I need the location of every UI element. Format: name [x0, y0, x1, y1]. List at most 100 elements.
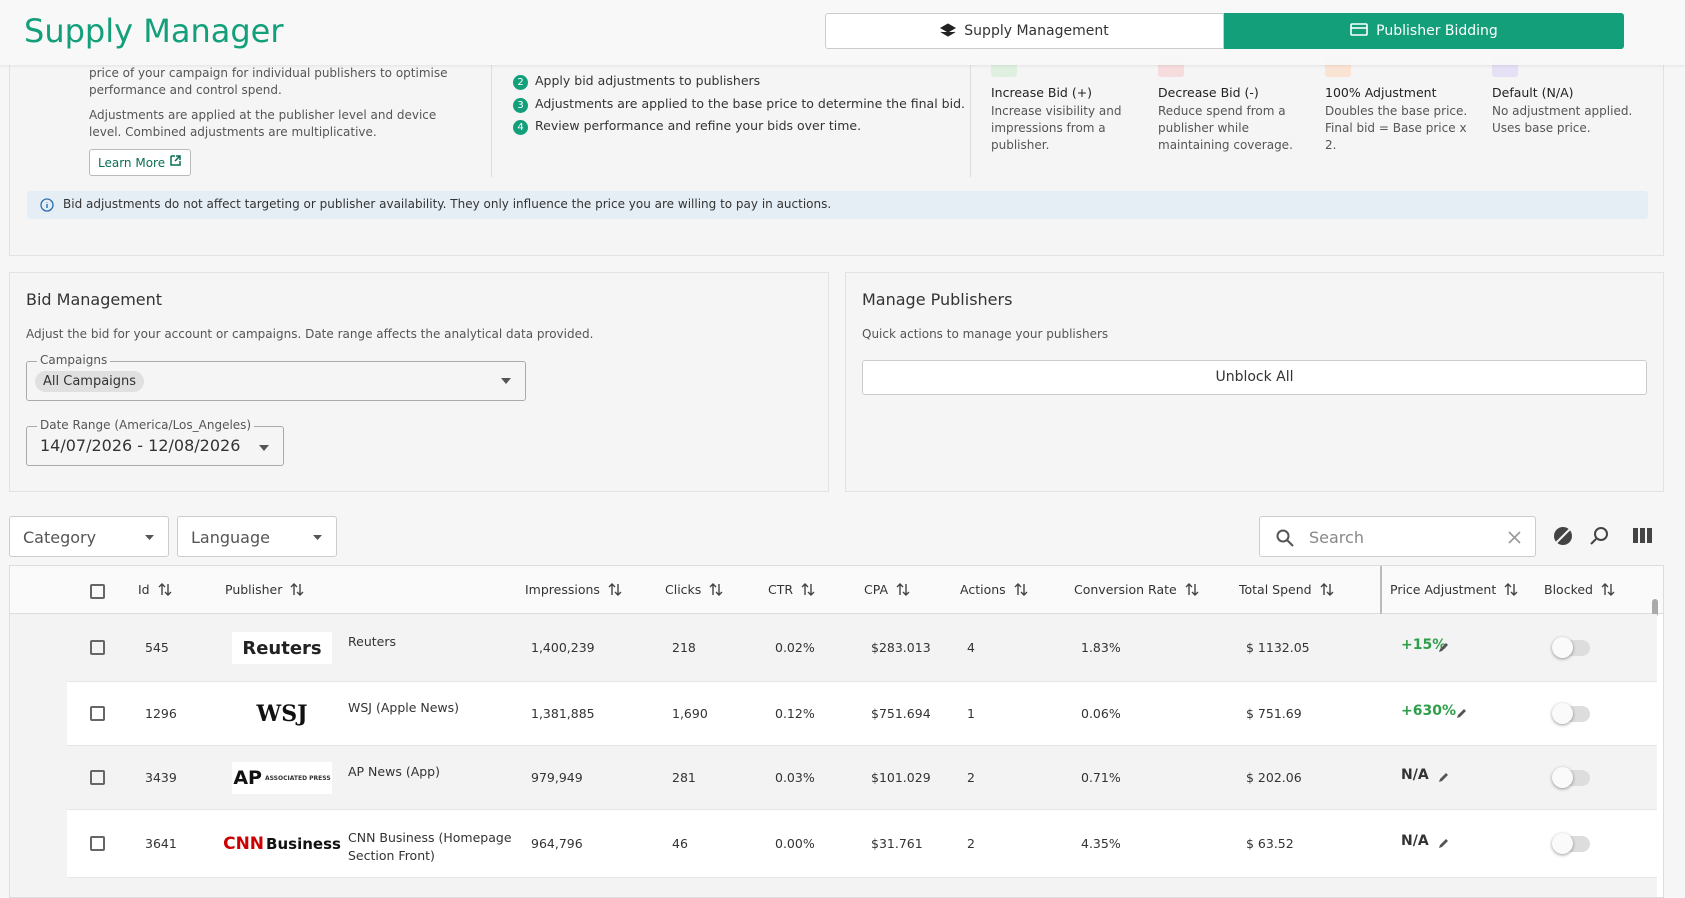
- sort-icon[interactable]: [1504, 583, 1518, 596]
- cell: 1,690: [672, 706, 708, 721]
- steps: 2 Apply bid adjustments to publishers 3 Adj…: [513, 73, 965, 141]
- cell: 1,381,885: [531, 706, 595, 721]
- cell: 1,400,239: [531, 640, 595, 655]
- clear-icon[interactable]: [1508, 531, 1521, 544]
- intro-note: Adjustments are applied at the publisher…: [89, 108, 437, 139]
- column-header: CPA: [864, 582, 910, 597]
- select-all-checkbox[interactable]: [90, 584, 105, 599]
- price-adjustment[interactable]: N/A: [1401, 833, 1429, 849]
- search-box[interactable]: Search: [1259, 516, 1536, 557]
- edit-icon[interactable]: [1438, 641, 1450, 653]
- top-bar: Supply Manager Supply Management Publish…: [0, 0, 1685, 65]
- row-checkbox[interactable]: [90, 640, 105, 655]
- edit-icon[interactable]: [1438, 837, 1450, 849]
- step-number: 3: [513, 97, 528, 113]
- column-header: Clicks: [665, 582, 723, 597]
- row-checkbox[interactable]: [90, 836, 105, 851]
- dropdown-arrow: [313, 535, 322, 540]
- date-value: 14/07/2026 - 12/08/2026: [40, 436, 241, 455]
- price-adjustment[interactable]: N/A: [1401, 767, 1429, 783]
- sort-icon[interactable]: [290, 583, 304, 596]
- date-range-select[interactable]: Date Range (America/Los_Angeles) 14/07/2…: [26, 418, 284, 466]
- edit-icon[interactable]: [1438, 771, 1450, 783]
- cell: 0.12%: [775, 706, 815, 721]
- column-label: Id: [138, 582, 150, 597]
- column-label: CPA: [864, 582, 889, 597]
- filter-label: Category: [23, 528, 97, 547]
- category-filter[interactable]: Category: [9, 516, 169, 557]
- logo-text: Reuters: [242, 637, 322, 659]
- sort-icon[interactable]: [1185, 583, 1199, 596]
- bid-management-card: Bid Management Adjust the bid for your a…: [9, 272, 829, 492]
- search-icon: [1276, 529, 1294, 547]
- tab-label: Publisher Bidding: [1376, 23, 1498, 39]
- cell: Reuters: [348, 634, 396, 649]
- cell: 0.03%: [775, 770, 815, 785]
- card-title: Bid Management: [26, 290, 163, 309]
- row-checkbox[interactable]: [90, 706, 105, 721]
- tab[interactable]: Supply Management: [825, 13, 1224, 49]
- type-text: No adjustment applied. Uses base price.: [1492, 104, 1633, 135]
- tab-label: Supply Management: [964, 23, 1109, 39]
- column-label: CTR: [768, 582, 794, 597]
- language-filter[interactable]: Language: [177, 516, 337, 557]
- search-placeholder: Search: [1309, 528, 1364, 547]
- column-header: Actions: [960, 582, 1028, 597]
- dropdown-arrow: [145, 535, 154, 540]
- tab-active[interactable]: Publisher Bidding: [1224, 13, 1624, 49]
- price-adjustment[interactable]: +15%: [1401, 637, 1447, 653]
- logo-text: AP: [233, 767, 262, 789]
- expand-column: [10, 614, 67, 897]
- blocked-toggle[interactable]: [1552, 833, 1590, 854]
- table-row: WSJ 1296 WSJ (Apple News) 1,381,885 1,690 0.1…: [67, 682, 1657, 746]
- row-checkbox[interactable]: [90, 770, 105, 785]
- table-row: [67, 878, 1657, 897]
- cell: 545: [145, 640, 169, 655]
- column-header: CTR: [768, 582, 815, 597]
- campaigns-select[interactable]: Campaigns All Campaigns: [26, 353, 526, 401]
- info-bar: Bid adjustments do not affect targeting …: [27, 191, 1648, 219]
- table-row: CNN Business 3641 CNN Business (Homepage Se…: [67, 810, 1657, 878]
- column-label: Actions: [960, 582, 1006, 597]
- edit-icon[interactable]: [1456, 707, 1468, 719]
- sort-icon[interactable]: [896, 583, 910, 596]
- cell: $101.029: [871, 770, 931, 785]
- learn-more-button[interactable]: Learn More: [89, 149, 191, 176]
- sort-icon[interactable]: [801, 583, 815, 596]
- table-header: Id Publisher Impressions Clicks CTR CPA Action…: [10, 566, 1663, 614]
- column-header: Blocked: [1544, 582, 1615, 597]
- sort-icon[interactable]: [158, 583, 172, 596]
- cell: 1296: [145, 706, 177, 721]
- sort-icon[interactable]: [1320, 583, 1334, 596]
- column-label: Price Adjustment: [1390, 582, 1497, 597]
- cell: 3439: [145, 770, 177, 785]
- publisher-logo: CNN Business: [223, 828, 341, 860]
- step: 4 Review performance and refine your bids…: [513, 118, 965, 141]
- sort-icon[interactable]: [1601, 583, 1615, 596]
- blocked-toggle[interactable]: [1552, 767, 1590, 788]
- unblock-all-button[interactable]: Unblock All: [862, 360, 1647, 395]
- logo-text: Business: [266, 835, 341, 853]
- sort-icon[interactable]: [1014, 583, 1028, 596]
- sort-icon[interactable]: [608, 583, 622, 596]
- blocked-toggle[interactable]: [1552, 637, 1590, 658]
- app-title: Supply Manager: [24, 12, 284, 50]
- step-text: Review performance and refine your bids …: [535, 118, 862, 133]
- manage-publishers-card: Manage Publishers Quick actions to manag…: [845, 272, 1664, 492]
- price-adjustment[interactable]: +630%: [1401, 703, 1456, 719]
- table-row: Reuters 545 Reuters 1,400,239 218 0.02% $283.0…: [67, 614, 1657, 682]
- column-header: Impressions: [525, 582, 622, 597]
- sort-icon[interactable]: [709, 583, 723, 596]
- cell: 1: [967, 706, 975, 721]
- divider: [491, 41, 492, 177]
- divider: [970, 41, 971, 177]
- filter-label: Language: [191, 528, 270, 547]
- cell: $31.761: [871, 836, 923, 851]
- cell: $283.013: [871, 640, 931, 655]
- type-title: Default (N/A): [1492, 85, 1574, 100]
- info-icon: [40, 198, 54, 212]
- blocked-toggle[interactable]: [1552, 703, 1590, 724]
- layers-icon: [940, 23, 957, 37]
- cell: 0.00%: [775, 836, 815, 851]
